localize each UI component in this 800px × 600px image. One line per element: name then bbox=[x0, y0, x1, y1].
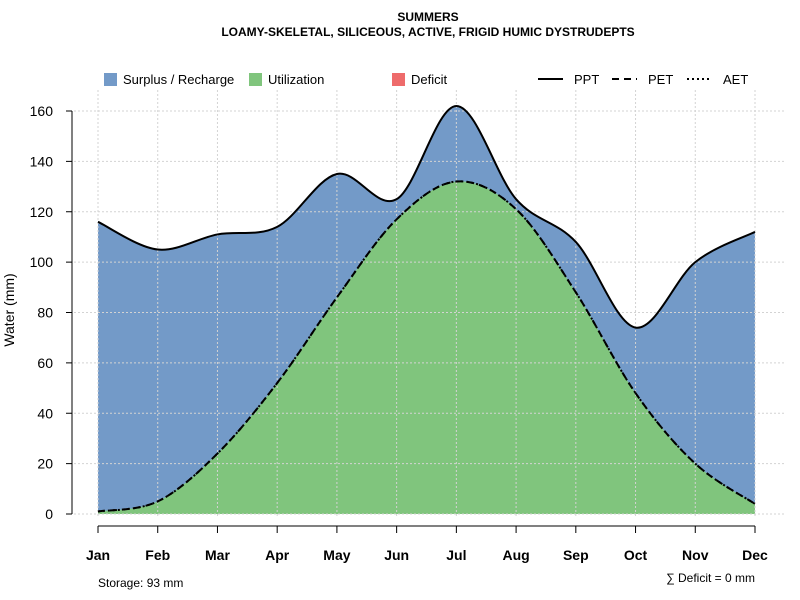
legend: Surplus / Recharge Utilization Deficit P… bbox=[104, 72, 748, 87]
legend-label-deficit: Deficit bbox=[411, 72, 448, 87]
y-tick-label: 0 bbox=[45, 506, 53, 522]
chart-subtitle: LOAMY-SKELETAL, SILICEOUS, ACTIVE, FRIGI… bbox=[221, 25, 634, 39]
legend-label-surplus: Surplus / Recharge bbox=[123, 72, 234, 87]
utilization-area bbox=[98, 181, 755, 514]
y-tick-label: 120 bbox=[30, 204, 54, 220]
x-tick-label: Jul bbox=[446, 547, 466, 563]
plot-area: 0 20 40 60 80 100 120 140 160 Jan Feb Mar Apr May Jun J… bbox=[30, 90, 785, 563]
legend-label-utilization: Utilization bbox=[268, 72, 324, 87]
storage-note: Storage: 93 mm bbox=[98, 576, 183, 590]
y-tick-label: 40 bbox=[37, 405, 53, 421]
y-axis-label: Water (mm) bbox=[1, 273, 17, 346]
chart-title: SUMMERS bbox=[397, 10, 458, 24]
y-tick-label: 20 bbox=[37, 456, 53, 472]
x-tick-label: Feb bbox=[145, 547, 170, 563]
x-tick-label: Sep bbox=[563, 547, 589, 563]
legend-swatch-deficit bbox=[392, 73, 405, 86]
y-tick-label: 60 bbox=[37, 355, 53, 371]
x-tick-label: Apr bbox=[265, 547, 290, 563]
legend-swatch-surplus bbox=[104, 73, 117, 86]
x-tick-label: Oct bbox=[624, 547, 648, 563]
x-tick-label: Jan bbox=[86, 547, 110, 563]
x-tick-label: Aug bbox=[502, 547, 529, 563]
y-tick-label: 80 bbox=[37, 305, 53, 321]
deficit-sum-note: ∑ Deficit = 0 mm bbox=[666, 571, 755, 585]
x-tick-label: Mar bbox=[205, 547, 230, 563]
x-tick-label: Jun bbox=[384, 547, 409, 563]
x-tick-label: Nov bbox=[682, 547, 709, 563]
y-tick-label: 160 bbox=[30, 103, 54, 119]
x-tick-label: Dec bbox=[742, 547, 768, 563]
x-tick-label: May bbox=[323, 547, 350, 563]
series-line-pet bbox=[97, 180, 756, 513]
legend-label-ppt: PPT bbox=[574, 72, 599, 87]
y-tick-label: 140 bbox=[30, 153, 54, 169]
y-tick-label: 100 bbox=[30, 254, 54, 270]
legend-label-aet: AET bbox=[723, 72, 748, 87]
series-line-ppt bbox=[97, 104, 756, 329]
legend-label-pet: PET bbox=[648, 72, 673, 87]
legend-swatch-utilization bbox=[249, 73, 262, 86]
